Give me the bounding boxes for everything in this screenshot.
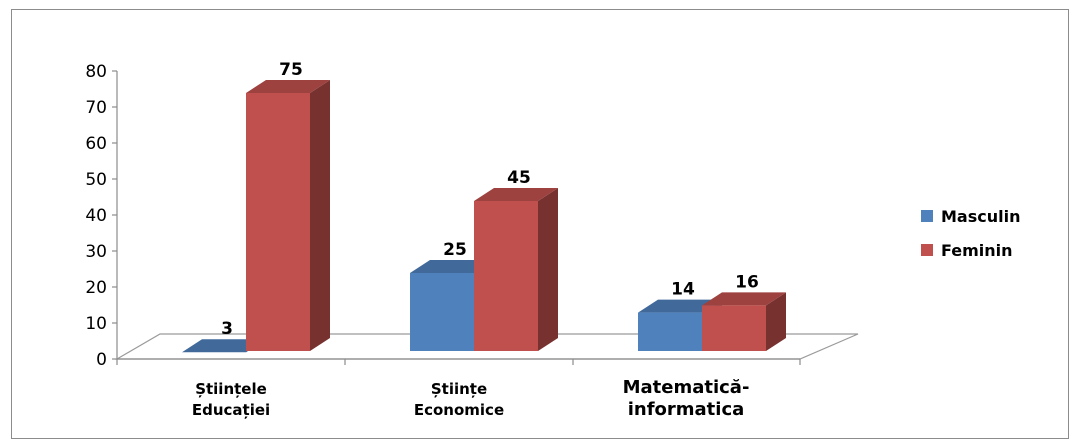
data-label: 75	[279, 60, 303, 80]
y-tick-label: 70	[85, 98, 107, 118]
y-tick-label: 50	[85, 170, 107, 190]
y-tick-label: 10	[85, 314, 107, 334]
legend: Masculin Feminin	[921, 205, 1020, 273]
bar-feminin	[702, 305, 766, 351]
legend-item-masculin: Masculin	[921, 205, 1020, 227]
bar-top-feminin	[474, 188, 558, 201]
y-tick-label: 30	[85, 242, 107, 262]
legend-label-feminin: Feminin	[941, 240, 1013, 260]
x-category-label: Economice	[414, 401, 504, 419]
bar-masculin	[410, 273, 474, 351]
data-label: 14	[671, 280, 695, 300]
y-tick-label: 20	[85, 278, 107, 298]
x-category-label: Științe	[431, 380, 487, 398]
y-tick-label: 0	[96, 350, 107, 370]
legend-label-masculin: Masculin	[941, 206, 1021, 226]
legend-swatch-masculin	[921, 210, 933, 222]
x-category-label: informatica	[628, 399, 745, 420]
x-category-label: Științele	[195, 380, 267, 398]
data-label: 16	[735, 272, 759, 292]
bar-top-feminin	[702, 292, 786, 306]
data-label: 25	[443, 240, 467, 260]
bar-side-feminin	[310, 80, 330, 351]
legend-item-feminin: Feminin	[921, 239, 1020, 261]
data-label: 3	[221, 319, 233, 339]
x-category-label: Educației	[192, 401, 270, 419]
bar-feminin	[474, 201, 538, 351]
bar-feminin	[246, 93, 310, 351]
bar-top-masculin	[638, 299, 722, 313]
data-label: 45	[507, 168, 531, 188]
y-tick-label: 40	[85, 206, 107, 226]
bar-top-feminin	[246, 80, 330, 93]
bar-top-masculin	[410, 260, 494, 273]
bar-top-masculin	[182, 339, 266, 353]
bar-side-feminin	[538, 188, 558, 351]
legend-swatch-feminin	[921, 244, 933, 256]
y-tick-label: 60	[85, 134, 107, 154]
bar-side-feminin	[766, 292, 786, 351]
x-category-label: Matematică-	[623, 377, 750, 398]
y-tick-label: 80	[85, 62, 107, 82]
bar-masculin	[638, 312, 702, 351]
